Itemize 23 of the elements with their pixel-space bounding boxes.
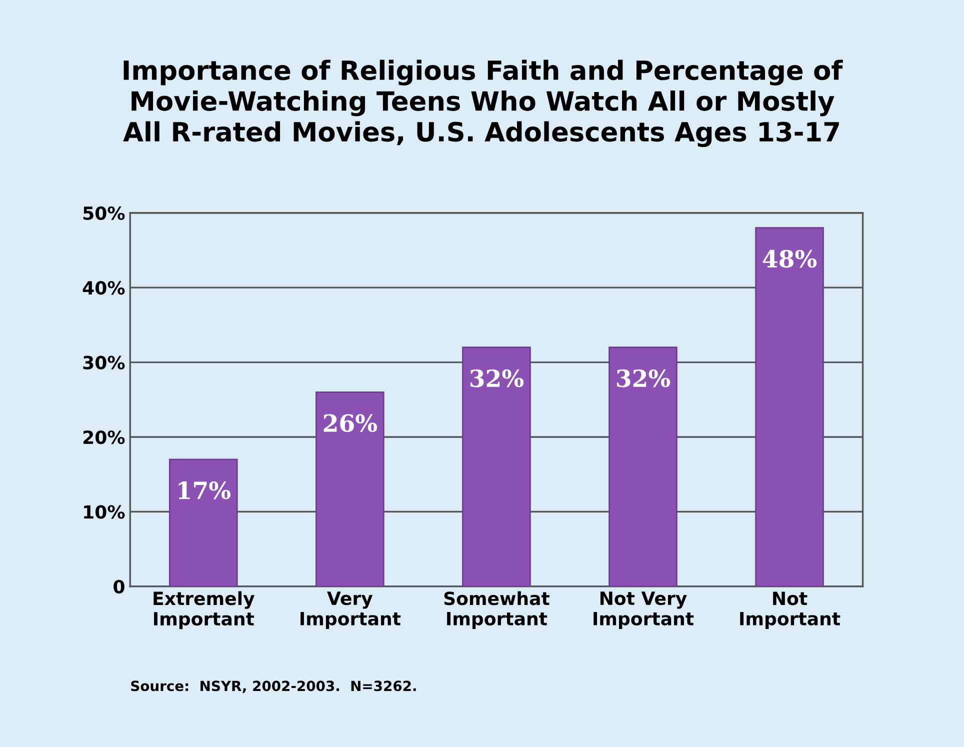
bar [462,346,531,586]
data-label: 26% [324,414,378,432]
bar [316,391,384,586]
data-label: 17% [178,481,230,500]
x-tick-label: Not Important [740,592,840,629]
y-tick-label: 20% [83,430,125,444]
x-tick-label: Not Very Important [594,592,694,629]
y-tick-label: 30% [83,356,125,370]
x-tick-label: Very Important [300,592,401,629]
source-note: Source: NSYR, 2002-2003. N=3262. [131,680,416,693]
x-tick-label: Somewhat Important [444,591,550,629]
bar [608,346,678,586]
bar [169,458,238,586]
chart-title: Importance of Religious Faith and Percentage of Movie-Watching Teens Who Watch All or Mostly All R-rated Movies, U.S. Adolescents Ages 13-17 [123,60,843,148]
y-tick-label: 50% [83,206,125,220]
y-tick-label: 0 [114,580,124,594]
x-tick-label: Extremely Important [154,591,254,630]
data-label: 32% [616,369,670,388]
y-tick-label: 10% [84,505,125,519]
data-label: 32% [470,369,524,388]
y-tick-label: 40% [82,281,125,295]
bar [755,227,824,586]
data-label: 48% [762,250,817,268]
